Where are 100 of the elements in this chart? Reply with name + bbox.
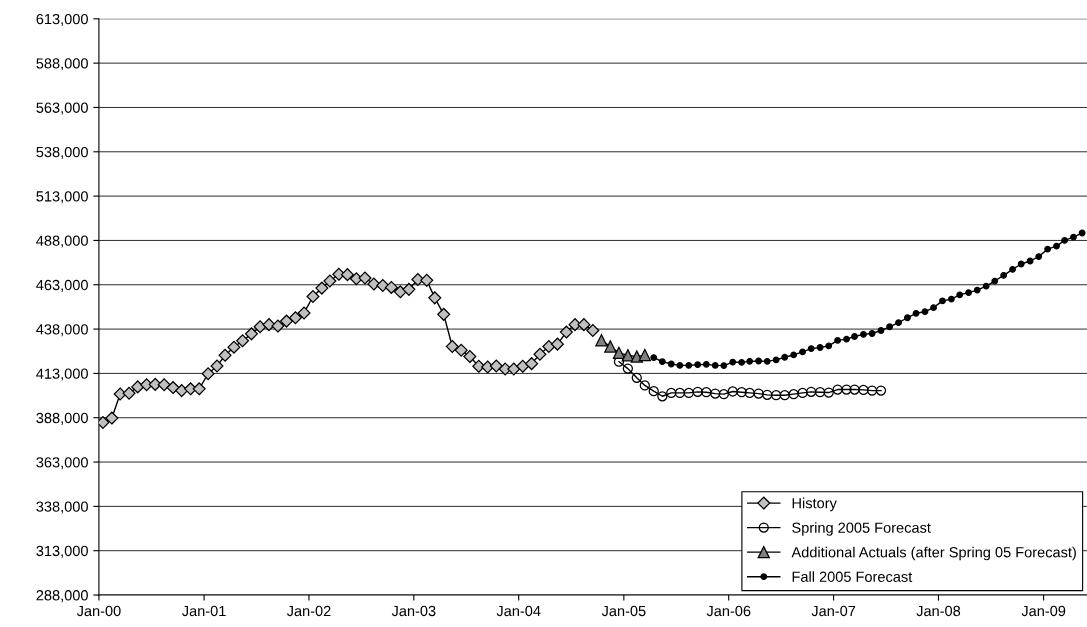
point xyxy=(685,362,693,369)
legend-label: Additional Actuals (after Spring 05 Forecast) xyxy=(791,546,1076,561)
point xyxy=(131,380,145,394)
point xyxy=(1026,257,1034,265)
point xyxy=(814,387,826,398)
point xyxy=(402,282,416,296)
point xyxy=(227,340,241,354)
point xyxy=(1070,233,1077,241)
y-tick-label: 413,000 xyxy=(36,368,88,381)
y-tick-label: 563,000 xyxy=(36,102,88,115)
point xyxy=(779,390,790,401)
y-tick-label: 338,000 xyxy=(36,501,88,514)
point xyxy=(622,363,634,374)
point xyxy=(843,335,850,343)
point xyxy=(1078,229,1086,237)
legend-label: Spring 2005 Forecast xyxy=(792,522,931,536)
y-tick-label: 463,000 xyxy=(36,279,88,292)
x-tick-label: Jan-02 xyxy=(286,605,331,617)
point xyxy=(718,389,729,400)
point xyxy=(947,295,955,303)
point xyxy=(866,385,878,396)
point xyxy=(192,382,206,396)
point xyxy=(148,377,162,391)
point xyxy=(676,362,684,369)
point xyxy=(1009,265,1016,273)
point xyxy=(956,291,964,299)
point xyxy=(595,334,608,347)
point xyxy=(753,388,764,399)
point xyxy=(1035,253,1043,260)
point xyxy=(525,357,539,371)
y-tick-label: 438,000 xyxy=(36,324,88,337)
y-tick-label: 513,000 xyxy=(36,191,88,204)
point xyxy=(658,358,666,366)
point xyxy=(720,362,728,370)
point xyxy=(236,334,250,348)
point xyxy=(667,360,675,368)
point xyxy=(489,359,503,373)
point xyxy=(912,309,920,317)
point xyxy=(939,297,946,305)
point xyxy=(973,286,981,294)
point xyxy=(175,384,189,398)
point xyxy=(218,348,232,362)
point xyxy=(210,359,224,373)
point xyxy=(860,330,867,338)
point xyxy=(631,372,642,383)
point xyxy=(105,411,119,425)
point xyxy=(790,351,798,359)
point xyxy=(306,289,320,303)
point xyxy=(280,314,294,328)
point xyxy=(516,359,530,373)
point xyxy=(858,384,869,396)
point xyxy=(340,268,354,282)
point xyxy=(788,389,799,400)
point xyxy=(445,339,459,353)
point xyxy=(507,362,521,376)
point xyxy=(965,289,973,296)
point xyxy=(832,384,843,395)
point xyxy=(648,385,659,397)
point xyxy=(454,343,468,357)
point xyxy=(755,357,762,365)
point xyxy=(244,327,258,341)
point xyxy=(692,386,703,397)
point xyxy=(825,342,833,350)
x-tick-label: Jan-05 xyxy=(601,605,646,617)
x-tick-label: Jan-01 xyxy=(182,605,226,617)
point xyxy=(727,386,738,397)
point xyxy=(666,387,677,399)
x-tick-label: Jan-04 xyxy=(496,605,541,617)
point xyxy=(122,386,136,400)
point xyxy=(738,359,746,366)
point xyxy=(729,358,737,366)
point xyxy=(271,319,285,333)
point xyxy=(650,354,658,362)
point xyxy=(1061,237,1068,244)
point xyxy=(797,387,808,399)
point xyxy=(166,381,180,395)
point xyxy=(349,272,363,286)
y-tick-label: 613,000 xyxy=(36,13,88,26)
point xyxy=(376,278,390,292)
legend-label: Fall 2005 Forecast xyxy=(792,571,913,582)
point xyxy=(262,318,276,332)
point xyxy=(711,362,719,369)
point xyxy=(604,340,617,353)
point xyxy=(736,387,747,398)
point xyxy=(806,386,817,397)
point xyxy=(762,389,773,400)
x-tick-label: Jan-03 xyxy=(391,605,436,617)
point xyxy=(877,327,885,334)
point xyxy=(437,307,451,321)
point xyxy=(323,274,337,288)
point xyxy=(638,348,651,362)
point xyxy=(694,361,702,369)
point xyxy=(315,281,329,295)
point xyxy=(384,280,398,294)
y-tick-label: 388,000 xyxy=(36,412,88,425)
point xyxy=(772,356,780,364)
point xyxy=(904,314,911,322)
point xyxy=(930,304,937,312)
point xyxy=(868,330,876,337)
x-tick-label: Jan-00 xyxy=(76,605,121,617)
